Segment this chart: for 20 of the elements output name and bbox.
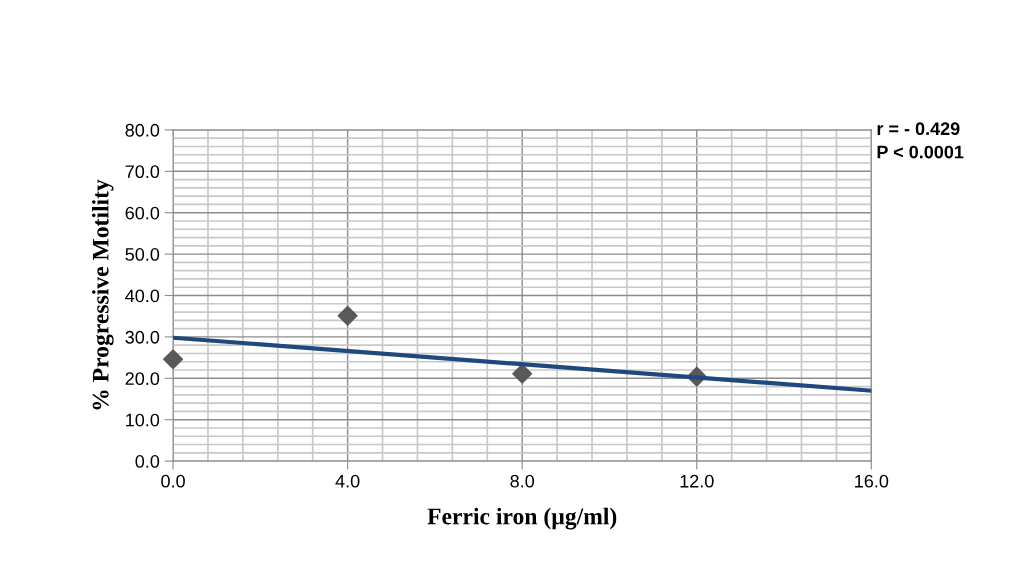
point <box>337 305 358 326</box>
x-tick-label: 12.0 <box>680 474 714 488</box>
x-tick-label: 4.0 <box>335 474 360 488</box>
y-tick-label: 30.0 <box>125 330 160 344</box>
y-tick-label: 60.0 <box>125 206 160 220</box>
x-axis-title: Ferric iron (µg/ml) <box>427 507 617 530</box>
y-tick-label: 70.0 <box>125 165 160 179</box>
y-tick-label: 40.0 <box>125 289 160 303</box>
x-tick-label: 16.0 <box>855 474 889 488</box>
y-tick-label: 0.0 <box>135 455 160 468</box>
x-tick-label: 0.0 <box>161 474 185 488</box>
y-tick-label: 50.0 <box>125 248 160 261</box>
y-tick-label: 20.0 <box>125 372 160 386</box>
x-tick-label: 8.0 <box>510 474 535 488</box>
point <box>163 349 184 370</box>
y-axis-title: % Progressive Motility <box>92 179 114 410</box>
text: r = - 0.429 P < 0.0001 <box>877 122 964 159</box>
point <box>512 363 533 384</box>
y-tick-label: 80.0 <box>125 123 160 137</box>
y-tick-label: 10.0 <box>126 413 160 427</box>
